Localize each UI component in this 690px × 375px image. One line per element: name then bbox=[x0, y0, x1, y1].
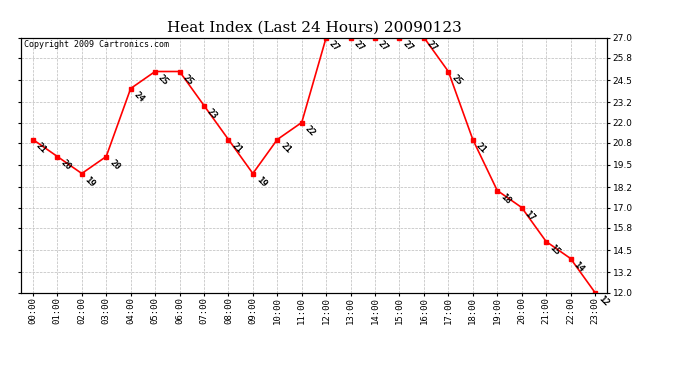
Text: 27: 27 bbox=[377, 39, 391, 53]
Text: 27: 27 bbox=[425, 39, 440, 53]
Text: 12: 12 bbox=[596, 294, 611, 308]
Text: 21: 21 bbox=[230, 141, 244, 155]
Text: 19: 19 bbox=[83, 175, 97, 189]
Text: 14: 14 bbox=[572, 260, 586, 274]
Text: 27: 27 bbox=[328, 39, 342, 53]
Text: 17: 17 bbox=[523, 209, 537, 223]
Text: 27: 27 bbox=[352, 39, 366, 53]
Text: 21: 21 bbox=[34, 141, 48, 155]
Text: 19: 19 bbox=[254, 175, 268, 189]
Text: 15: 15 bbox=[547, 243, 562, 257]
Text: 20: 20 bbox=[59, 158, 72, 172]
Text: 22: 22 bbox=[303, 124, 317, 138]
Text: 25: 25 bbox=[450, 73, 464, 87]
Text: 21: 21 bbox=[279, 141, 293, 155]
Text: 24: 24 bbox=[132, 90, 146, 104]
Title: Heat Index (Last 24 Hours) 20090123: Heat Index (Last 24 Hours) 20090123 bbox=[166, 21, 462, 35]
Text: 25: 25 bbox=[181, 73, 195, 87]
Text: 18: 18 bbox=[499, 192, 513, 206]
Text: 25: 25 bbox=[157, 73, 170, 87]
Text: 21: 21 bbox=[474, 141, 488, 155]
Text: 20: 20 bbox=[108, 158, 121, 172]
Text: 23: 23 bbox=[206, 107, 219, 121]
Text: Copyright 2009 Cartronics.com: Copyright 2009 Cartronics.com bbox=[23, 40, 168, 49]
Text: 27: 27 bbox=[401, 39, 415, 53]
